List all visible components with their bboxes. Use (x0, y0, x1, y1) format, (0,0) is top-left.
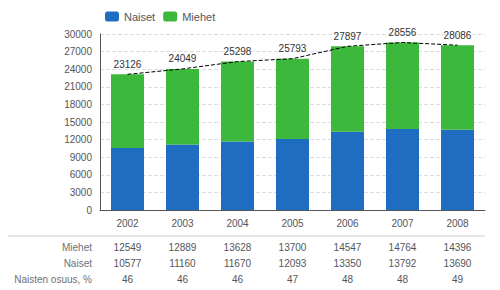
svg-text:14764: 14764 (389, 242, 417, 253)
svg-text:25793: 25793 (279, 43, 307, 54)
svg-text:48: 48 (397, 274, 409, 285)
svg-text:12549: 12549 (114, 242, 142, 253)
svg-text:2003: 2003 (171, 218, 194, 229)
svg-text:Naiset: Naiset (124, 11, 155, 23)
svg-text:15000: 15000 (64, 117, 92, 128)
svg-text:13792: 13792 (389, 258, 417, 269)
svg-text:13350: 13350 (334, 258, 362, 269)
svg-text:11160: 11160 (169, 258, 196, 269)
svg-text:14396: 14396 (444, 242, 472, 253)
svg-text:Miehet: Miehet (182, 11, 215, 23)
svg-text:30000: 30000 (64, 29, 92, 40)
svg-text:47: 47 (287, 274, 299, 285)
svg-text:23126: 23126 (114, 59, 142, 70)
svg-text:2007: 2007 (391, 218, 414, 229)
svg-text:Miehet: Miehet (62, 242, 92, 253)
svg-text:46: 46 (232, 274, 244, 285)
svg-text:24049: 24049 (169, 53, 197, 64)
svg-text:18000: 18000 (64, 99, 92, 110)
svg-text:11670: 11670 (224, 258, 252, 269)
svg-text:2002: 2002 (116, 218, 139, 229)
svg-text:0: 0 (86, 205, 92, 216)
svg-text:27897: 27897 (334, 31, 362, 42)
svg-text:10577: 10577 (114, 258, 142, 269)
svg-text:49: 49 (452, 274, 464, 285)
svg-text:46: 46 (122, 274, 134, 285)
svg-text:9000: 9000 (70, 152, 93, 163)
svg-text:13628: 13628 (224, 242, 252, 253)
svg-text:24000: 24000 (64, 64, 92, 75)
svg-text:3000: 3000 (70, 187, 93, 198)
svg-text:2004: 2004 (226, 218, 249, 229)
svg-text:Naisten osuus, %: Naisten osuus, % (14, 274, 92, 285)
svg-text:2006: 2006 (336, 218, 359, 229)
svg-text:21000: 21000 (64, 81, 92, 92)
svg-text:48: 48 (342, 274, 354, 285)
svg-text:28556: 28556 (389, 27, 417, 38)
svg-text:13690: 13690 (444, 258, 472, 269)
svg-text:25298: 25298 (224, 46, 252, 57)
svg-text:2008: 2008 (446, 218, 469, 229)
svg-text:12093: 12093 (279, 258, 307, 269)
svg-text:14547: 14547 (334, 242, 362, 253)
svg-text:12000: 12000 (64, 134, 92, 145)
svg-text:6000: 6000 (70, 169, 93, 180)
svg-text:Naiset: Naiset (64, 258, 93, 269)
svg-text:28086: 28086 (444, 30, 472, 41)
svg-text:27000: 27000 (64, 46, 92, 57)
svg-text:2005: 2005 (281, 218, 304, 229)
svg-text:13700: 13700 (279, 242, 307, 253)
svg-text:46: 46 (177, 274, 189, 285)
svg-text:12889: 12889 (169, 242, 197, 253)
